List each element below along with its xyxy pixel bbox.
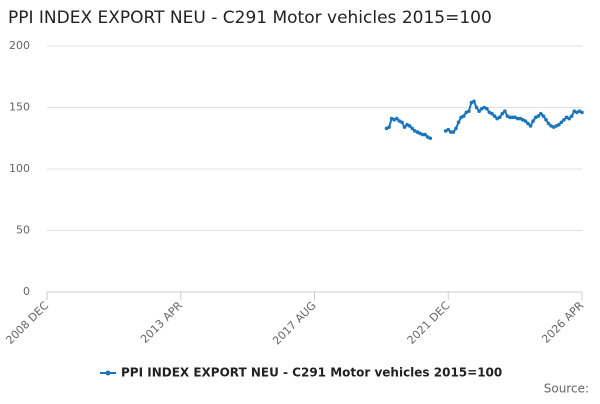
data-point — [454, 126, 458, 131]
x-tick-label: 2021 DEC — [405, 299, 453, 347]
data-point — [546, 121, 551, 126]
x-tick-label: 2013 APR — [138, 299, 185, 346]
y-tick-label: 150 — [9, 101, 30, 114]
data-point — [410, 126, 415, 131]
data-point — [515, 116, 520, 121]
data-point — [423, 132, 427, 137]
x-tick-label: 2008 DEC — [3, 299, 51, 347]
x-tick-label: 2017 AUG — [270, 299, 319, 348]
data-point — [400, 120, 404, 125]
legend-marker — [105, 370, 111, 376]
y-tick-label: 0 — [23, 285, 30, 298]
data-point — [567, 116, 571, 121]
data-point — [510, 115, 515, 120]
data-point — [531, 119, 535, 123]
y-tick-label: 100 — [9, 162, 30, 175]
data-point — [492, 114, 497, 118]
chart-title: PPI INDEX EXPORT NEU - C291 Motor vehicl… — [8, 8, 492, 28]
data-point — [472, 99, 476, 104]
data-point — [387, 125, 391, 129]
data-point — [503, 109, 507, 113]
y-tick-label: 200 — [9, 39, 30, 52]
data-point — [402, 125, 407, 129]
data-point — [562, 118, 566, 122]
data-point — [446, 127, 451, 132]
data-point — [559, 120, 564, 125]
data-point — [508, 115, 512, 120]
data-point — [536, 114, 541, 118]
data-point — [580, 110, 584, 115]
data-point — [497, 115, 502, 120]
data-point — [539, 111, 543, 116]
data-point — [477, 109, 481, 113]
data-point — [541, 114, 546, 118]
data-point — [420, 132, 425, 137]
data-point — [500, 111, 505, 116]
data-point — [449, 130, 453, 134]
source-note: Source: — [544, 382, 589, 396]
data-point — [407, 124, 412, 128]
data-point — [467, 109, 471, 113]
data-point — [474, 105, 479, 110]
y-tick-label: 50 — [16, 224, 30, 237]
data-point — [428, 136, 433, 141]
data-point — [557, 122, 561, 127]
data-point — [490, 111, 494, 116]
legend-label: PPI INDEX EXPORT NEU - C291 Motor vehicl… — [121, 366, 502, 380]
data-point — [485, 106, 489, 111]
data-point — [451, 130, 456, 134]
data-point — [461, 114, 466, 118]
data-point — [456, 120, 461, 125]
data-point — [526, 121, 530, 126]
data-point — [395, 116, 399, 121]
data-point — [569, 114, 574, 118]
data-point — [528, 124, 533, 128]
data-point — [523, 119, 528, 123]
x-tick-label: 2026 APR — [539, 299, 586, 346]
data-point — [544, 118, 548, 122]
